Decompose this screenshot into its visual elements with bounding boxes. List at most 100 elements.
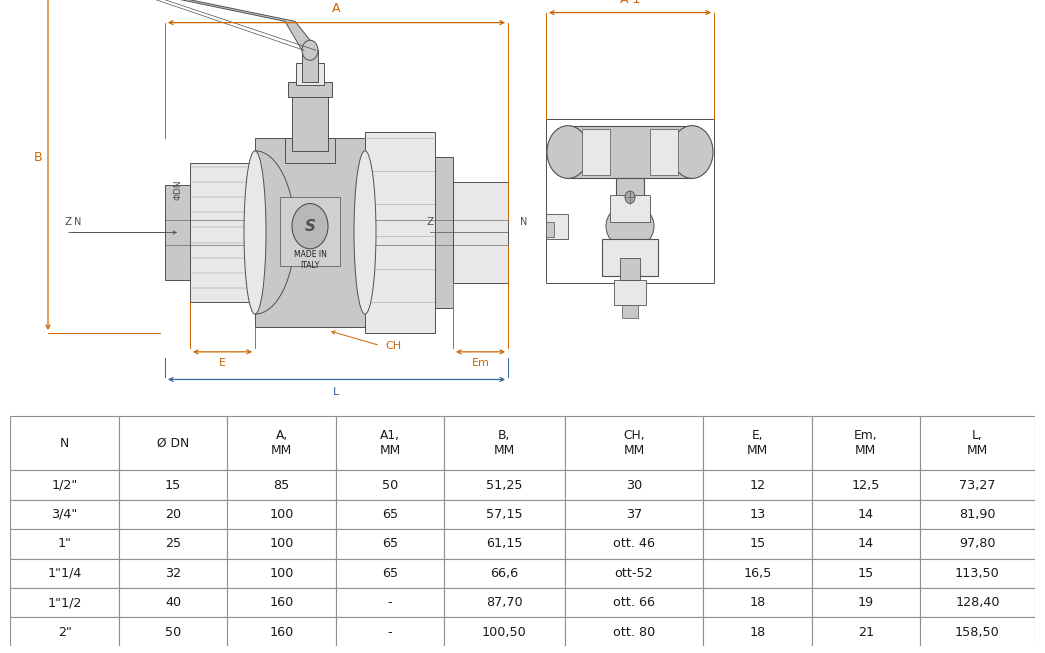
Bar — [10, 558, 119, 588]
Circle shape — [625, 191, 635, 204]
Text: Em: Em — [471, 358, 489, 368]
Bar — [703, 416, 812, 470]
Bar — [119, 618, 228, 647]
Text: 128,40: 128,40 — [955, 596, 1000, 609]
Bar — [444, 529, 564, 558]
Text: 21: 21 — [858, 626, 874, 639]
Text: 37: 37 — [626, 508, 642, 521]
Text: 73,27: 73,27 — [959, 479, 996, 492]
Bar — [703, 558, 812, 588]
Text: 18: 18 — [749, 626, 766, 639]
Bar — [620, 257, 640, 280]
Text: 13: 13 — [749, 508, 766, 521]
Bar — [812, 529, 920, 558]
Bar — [564, 588, 703, 618]
Text: 85: 85 — [274, 479, 289, 492]
Text: MADE IN
ITALY: MADE IN ITALY — [294, 250, 326, 270]
Bar — [564, 470, 703, 500]
Bar — [650, 129, 678, 174]
Bar — [335, 470, 444, 500]
Text: 14: 14 — [858, 508, 874, 521]
Text: 65: 65 — [381, 508, 398, 521]
Bar — [228, 416, 335, 470]
Bar — [582, 129, 610, 174]
Bar — [545, 214, 568, 239]
Bar — [119, 558, 228, 588]
Bar — [545, 119, 714, 283]
Text: 2": 2" — [57, 626, 72, 639]
Bar — [435, 157, 452, 308]
Bar — [228, 529, 335, 558]
Bar — [228, 470, 335, 500]
Circle shape — [302, 40, 318, 60]
Text: ott. 46: ott. 46 — [613, 537, 655, 550]
Bar — [228, 588, 335, 618]
Bar — [365, 132, 435, 333]
Bar — [10, 416, 119, 470]
Text: 50: 50 — [165, 626, 181, 639]
Bar — [255, 138, 365, 326]
Bar — [285, 138, 335, 163]
Text: 61,15: 61,15 — [486, 537, 522, 550]
Text: Z: Z — [65, 217, 71, 227]
Bar — [703, 529, 812, 558]
Text: 3/4": 3/4" — [51, 508, 77, 521]
Bar — [920, 618, 1035, 647]
Polygon shape — [122, 0, 318, 50]
Text: 16,5: 16,5 — [743, 567, 771, 580]
Circle shape — [292, 204, 328, 249]
Bar — [280, 197, 340, 266]
Bar — [335, 618, 444, 647]
Bar — [444, 416, 564, 470]
Text: E,
MM: E, MM — [747, 429, 768, 457]
Text: 51,25: 51,25 — [486, 479, 522, 492]
Text: A 1: A 1 — [620, 0, 641, 7]
Bar — [812, 500, 920, 529]
Bar — [703, 588, 812, 618]
Bar — [190, 163, 255, 302]
Bar — [119, 500, 228, 529]
Text: Em,
MM: Em, MM — [854, 429, 878, 457]
Bar — [703, 618, 812, 647]
Bar — [444, 500, 564, 529]
Text: 12: 12 — [749, 479, 766, 492]
Bar — [10, 470, 119, 500]
Bar — [10, 529, 119, 558]
Bar — [564, 558, 703, 588]
Text: 20: 20 — [165, 508, 181, 521]
Bar — [920, 558, 1035, 588]
Text: 15: 15 — [165, 479, 181, 492]
Bar — [703, 470, 812, 500]
Text: A,
MM: A, MM — [271, 429, 293, 457]
Text: L,
MM: L, MM — [967, 429, 988, 457]
Text: A1,
MM: A1, MM — [379, 429, 400, 457]
Bar — [812, 558, 920, 588]
Bar — [614, 280, 646, 306]
Text: 87,70: 87,70 — [486, 596, 522, 609]
Bar — [812, 588, 920, 618]
Text: Ø DN: Ø DN — [157, 437, 189, 449]
Bar — [444, 618, 564, 647]
Text: 1"1/4: 1"1/4 — [47, 567, 82, 580]
Bar — [10, 588, 119, 618]
Bar — [564, 618, 703, 647]
Bar — [920, 416, 1035, 470]
Bar — [545, 223, 554, 238]
Bar — [119, 470, 228, 500]
Bar — [568, 125, 692, 178]
Text: 15: 15 — [858, 567, 874, 580]
Bar — [920, 470, 1035, 500]
Bar — [10, 500, 119, 529]
Text: N: N — [74, 217, 82, 227]
Text: CH: CH — [385, 341, 401, 351]
Text: -: - — [388, 596, 392, 609]
Bar — [288, 82, 332, 97]
Bar — [564, 529, 703, 558]
Text: 30: 30 — [626, 479, 642, 492]
Text: 100: 100 — [270, 567, 294, 580]
Bar — [602, 239, 658, 276]
Bar — [452, 182, 508, 283]
Text: 100,50: 100,50 — [482, 626, 527, 639]
Bar — [564, 500, 703, 529]
Text: S: S — [304, 219, 316, 234]
